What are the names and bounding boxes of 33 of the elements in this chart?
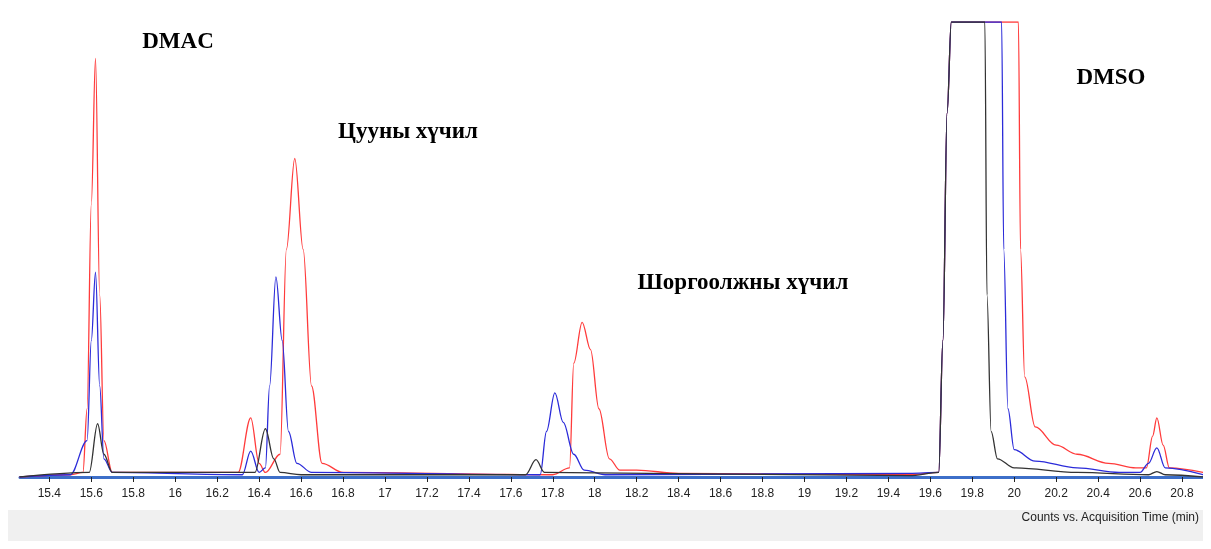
annotation: Шоргоолжны хүчил: [637, 268, 849, 294]
x-tick-label: 16.6: [289, 486, 314, 500]
x-tick-label: 18: [588, 486, 602, 500]
x-tick-label: 18.2: [624, 486, 649, 500]
x-tick-label: 19.6: [918, 486, 943, 500]
x-tick-label: 16.4: [247, 486, 272, 500]
annotation: DMSO: [1076, 63, 1146, 89]
x-tick-label: 16.2: [205, 486, 230, 500]
x-tick-label: 19.2: [834, 486, 859, 500]
x-tick-label: 17.8: [541, 486, 565, 500]
x-tick-label: 17.2: [415, 486, 439, 500]
x-tick-label: 15.8: [121, 486, 146, 500]
x-tick-label: 20: [1007, 486, 1022, 500]
x-tick-label: 17: [378, 486, 392, 500]
x-tick-label: 17.4: [457, 486, 481, 500]
x-tick-label: 20.2: [1044, 486, 1069, 500]
x-tick-label: 18.6: [708, 486, 733, 500]
x-tick-label: 15.6: [79, 486, 104, 500]
x-tick-label: 20.6: [1128, 486, 1153, 500]
x-tick-label: 19.8: [960, 486, 985, 500]
x-tick-label: 19: [797, 486, 812, 500]
annotation: Цууны хүчил: [338, 117, 479, 143]
x-tick-label: 18.4: [666, 486, 691, 500]
x-tick-label: 19.4: [876, 486, 901, 500]
x-tick-label: 16.8: [331, 486, 356, 500]
x-tick-label: 20.4: [1086, 486, 1111, 500]
x-tick-label: 16: [168, 486, 183, 500]
x-tick-label: 15.4: [37, 486, 62, 500]
annotation: DMAC: [142, 27, 214, 53]
x-tick-label: 18.8: [750, 486, 775, 500]
x-axis-title: Counts vs. Acquisition Time (min): [1021, 510, 1199, 524]
x-tick-label: 20.8: [1170, 486, 1195, 500]
x-tick-label: 17.6: [499, 486, 523, 500]
